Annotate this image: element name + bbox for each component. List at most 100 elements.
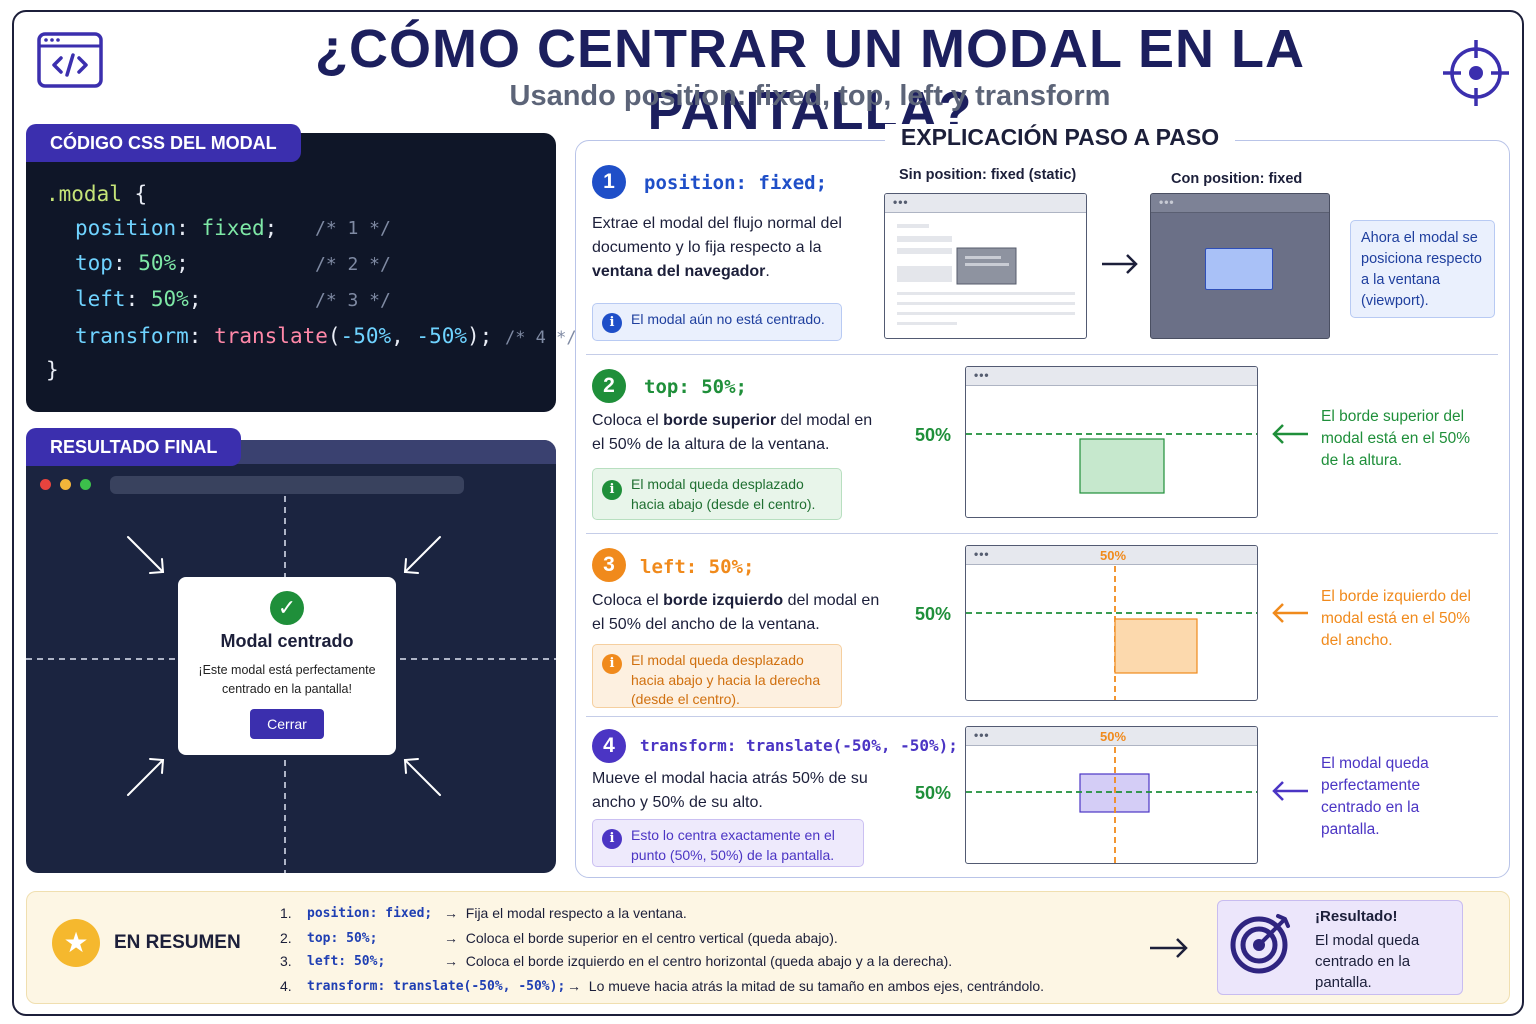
step-2-number: 2 bbox=[592, 369, 626, 403]
summary-text: Lo mueve hacia atrás la mitad de su tama… bbox=[588, 978, 1045, 994]
code-panel-tab: CÓDIGO CSS DEL MODAL bbox=[26, 124, 301, 162]
code-value: 50% bbox=[150, 287, 189, 311]
browser-dots-icon: ••• bbox=[974, 728, 990, 742]
step-1-note: i El modal aún no está centrado. bbox=[592, 303, 842, 341]
code-value: fixed bbox=[201, 216, 265, 240]
window-close-dot bbox=[40, 479, 51, 490]
code-arg: -50% bbox=[340, 324, 392, 348]
browser-dots-icon: ••• bbox=[974, 368, 990, 382]
note-text: Esto lo centra exactamente en el punto (… bbox=[631, 827, 835, 863]
step-4-top-percent: 50% bbox=[915, 783, 952, 803]
check-icon: ✓ bbox=[270, 591, 304, 625]
arrow-left-icon bbox=[1272, 424, 1308, 444]
step-1-description: Extrae el modal del flujo normal del doc… bbox=[592, 212, 842, 284]
step-4-left-percent: 50% bbox=[1100, 729, 1127, 744]
summary-item: 1. bbox=[280, 905, 292, 921]
step-4-description: Mueve el modal hacia atrás 50% de su anc… bbox=[592, 770, 868, 811]
desc-text: Coloca el bbox=[592, 592, 664, 609]
summary-code: transform: translate(-50%, -50%); bbox=[307, 979, 566, 994]
crosshair-target-icon bbox=[1443, 40, 1509, 106]
fixed-modal-box bbox=[1205, 248, 1273, 290]
arrow-left-icon bbox=[1272, 603, 1308, 623]
centered-guide bbox=[966, 747, 1257, 863]
summary-item-text: → Fija el modal respecto a la ventana. bbox=[444, 905, 687, 921]
step-3-side-note: El borde izquierdo del modal está en el … bbox=[1321, 588, 1471, 649]
step-3-note: i El modal queda desplazado hacia abajo … bbox=[592, 644, 842, 708]
step-4-note: i Esto lo centra exactamente en el punto… bbox=[592, 819, 864, 867]
step-4-number: 4 bbox=[592, 729, 626, 763]
summary-number: 2. bbox=[280, 930, 292, 946]
step-4-side-note: El modal queda perfectamente centrado en… bbox=[1321, 755, 1429, 838]
result-panel-tab: RESULTADO FINAL bbox=[26, 428, 242, 466]
target-icon bbox=[1230, 914, 1290, 974]
code-close-brace: } bbox=[46, 358, 59, 382]
step-3-number: 3 bbox=[592, 548, 626, 582]
window-minimize-dot bbox=[60, 479, 71, 490]
summary-title: EN RESUMEN bbox=[114, 932, 241, 953]
info-icon: i bbox=[602, 654, 622, 674]
note-text: El modal queda desplazado hacia abajo y … bbox=[631, 652, 821, 707]
step-3-top-percent: 50% bbox=[915, 604, 952, 624]
note-text: El modal queda desplazado hacia abajo (d… bbox=[631, 476, 816, 512]
info-icon: i bbox=[602, 313, 622, 333]
code-line-3: left: 50%; bbox=[75, 287, 202, 311]
browser-dots-icon: ••• bbox=[974, 547, 990, 561]
step-2-code: top: 50%; bbox=[644, 376, 747, 398]
summary-item-text: → Coloca el borde izquierdo en el centro… bbox=[444, 953, 952, 969]
modal-title: Modal centrado bbox=[220, 631, 354, 651]
arrow-right-icon: → bbox=[567, 978, 589, 994]
step-2-note: i El modal queda desplazado hacia abajo … bbox=[592, 468, 842, 520]
step-3-code: left: 50%; bbox=[640, 556, 755, 578]
code-prop: position bbox=[75, 216, 177, 240]
code-open-brace: { bbox=[134, 182, 148, 206]
fixed-browser-illustration: ••• bbox=[1150, 193, 1330, 339]
step-3-left-percent: 50% bbox=[1100, 548, 1127, 563]
code-line-1: position: fixed; bbox=[75, 216, 278, 240]
browser-dots-icon: ••• bbox=[1159, 195, 1175, 209]
arrow-right-icon bbox=[1102, 254, 1138, 274]
step-3-description: Coloca el borde izquierdo del modal en e… bbox=[592, 589, 882, 637]
star-icon: ★ bbox=[52, 919, 100, 967]
summary-number: 3. bbox=[280, 953, 292, 969]
css-code-panel bbox=[26, 133, 556, 412]
info-icon: i bbox=[602, 480, 622, 500]
browser-toolbar: ••• bbox=[885, 194, 1086, 213]
step-2-description: Coloca el borde superior del modal en el… bbox=[592, 409, 877, 457]
explanation-heading: EXPLICACIÓN PASO A PASO bbox=[885, 124, 1235, 156]
step-3-browser-illustration: ••• 50% bbox=[965, 545, 1258, 701]
result-title: ¡Resultado! bbox=[1315, 908, 1398, 925]
step-1-side-note: Ahora el modal se posiciona respecto a l… bbox=[1350, 220, 1495, 318]
code-comment-4: /* 4 */ bbox=[504, 328, 577, 348]
summary-text: Fija el modal respecto a la ventana. bbox=[465, 905, 687, 921]
code-line-4: transform: translate(-50%, -50%); /* 4 *… bbox=[75, 324, 577, 348]
static-browser-illustration: ••• bbox=[884, 193, 1087, 339]
address-bar bbox=[110, 476, 464, 494]
step-divider bbox=[586, 533, 1498, 534]
desc-bold: ventana del navegador bbox=[592, 263, 766, 280]
desc-bold: borde superior bbox=[663, 412, 777, 429]
window-maximize-dot bbox=[80, 479, 91, 490]
desc-text: . bbox=[765, 263, 770, 280]
browser-toolbar: ••• bbox=[966, 727, 1257, 746]
summary-item: 4. bbox=[280, 978, 292, 994]
code-comment-3: /* 3 */ bbox=[315, 290, 391, 311]
step-4-code: transform: translate(-50%, -50%); bbox=[640, 736, 958, 755]
top-50-guide bbox=[966, 433, 1257, 494]
summary-number: 1. bbox=[280, 905, 292, 921]
step-1-code: position: fixed; bbox=[644, 172, 828, 194]
summary-item-text: → Lo mueve hacia atrás la mitad de su ta… bbox=[567, 978, 1044, 994]
code-selector-line: .modal { bbox=[46, 182, 147, 206]
page-subtitle: Usando position: fixed, top, left y tran… bbox=[509, 80, 1111, 112]
arrow-left-icon bbox=[1272, 781, 1308, 801]
info-icon: i bbox=[602, 829, 622, 849]
close-button[interactable]: Cerrar bbox=[250, 709, 324, 739]
summary-code: left: 50%; bbox=[307, 954, 386, 969]
static-page-content bbox=[897, 224, 1075, 325]
fixed-label: Con position: fixed bbox=[1171, 171, 1303, 187]
summary-number: 4. bbox=[280, 978, 292, 994]
page-frame bbox=[12, 10, 1524, 1016]
modal-message: ¡Este modal está perfectamente centrado … bbox=[198, 663, 376, 696]
code-comment-1: /* 1 */ bbox=[315, 218, 391, 239]
result-preview-panel: ✓ Modal centrado ¡Este modal está perfec… bbox=[26, 440, 556, 873]
browser-toolbar: ••• bbox=[966, 367, 1257, 386]
